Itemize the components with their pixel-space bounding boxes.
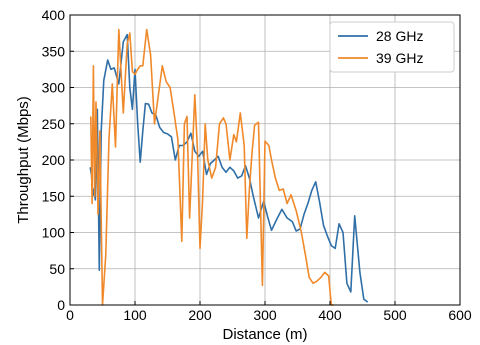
y-tick-label: 250 xyxy=(42,116,66,132)
legend-label: 28 GHz xyxy=(376,28,423,44)
legend-label: 39 GHz xyxy=(376,50,423,66)
series-line-39ghz xyxy=(90,28,334,306)
legend: 28 GHz 39 GHz xyxy=(329,21,455,73)
x-tick-label: 300 xyxy=(253,307,277,323)
x-axis-label: Distance (m) xyxy=(222,326,307,343)
y-tick-label: 150 xyxy=(42,188,66,204)
legend-box xyxy=(329,21,455,73)
x-tick-label: 500 xyxy=(383,307,407,323)
x-axis-ticks: 0 100 200 300 400 500 600 xyxy=(66,301,472,323)
y-tick-label: 100 xyxy=(42,225,66,241)
x-tick-label: 0 xyxy=(66,307,74,323)
series-line-28ghz xyxy=(89,33,369,303)
x-tick-label: 400 xyxy=(318,307,342,323)
x-tick-label: 200 xyxy=(188,307,212,323)
y-tick-label: 300 xyxy=(42,80,66,96)
y-tick-label: 350 xyxy=(42,43,66,59)
x-tick-label: 100 xyxy=(123,307,147,323)
x-tick-label: 600 xyxy=(448,307,472,323)
y-axis-ticks: 0 50 100 150 200 250 300 350 400 xyxy=(42,7,74,313)
y-tick-label: 0 xyxy=(57,297,65,313)
series-layer xyxy=(89,28,369,306)
y-axis-label: Throughput (Mbps) xyxy=(15,96,32,224)
y-tick-label: 400 xyxy=(42,7,66,23)
y-tick-label: 200 xyxy=(42,152,66,168)
y-tick-label: 50 xyxy=(49,261,65,277)
